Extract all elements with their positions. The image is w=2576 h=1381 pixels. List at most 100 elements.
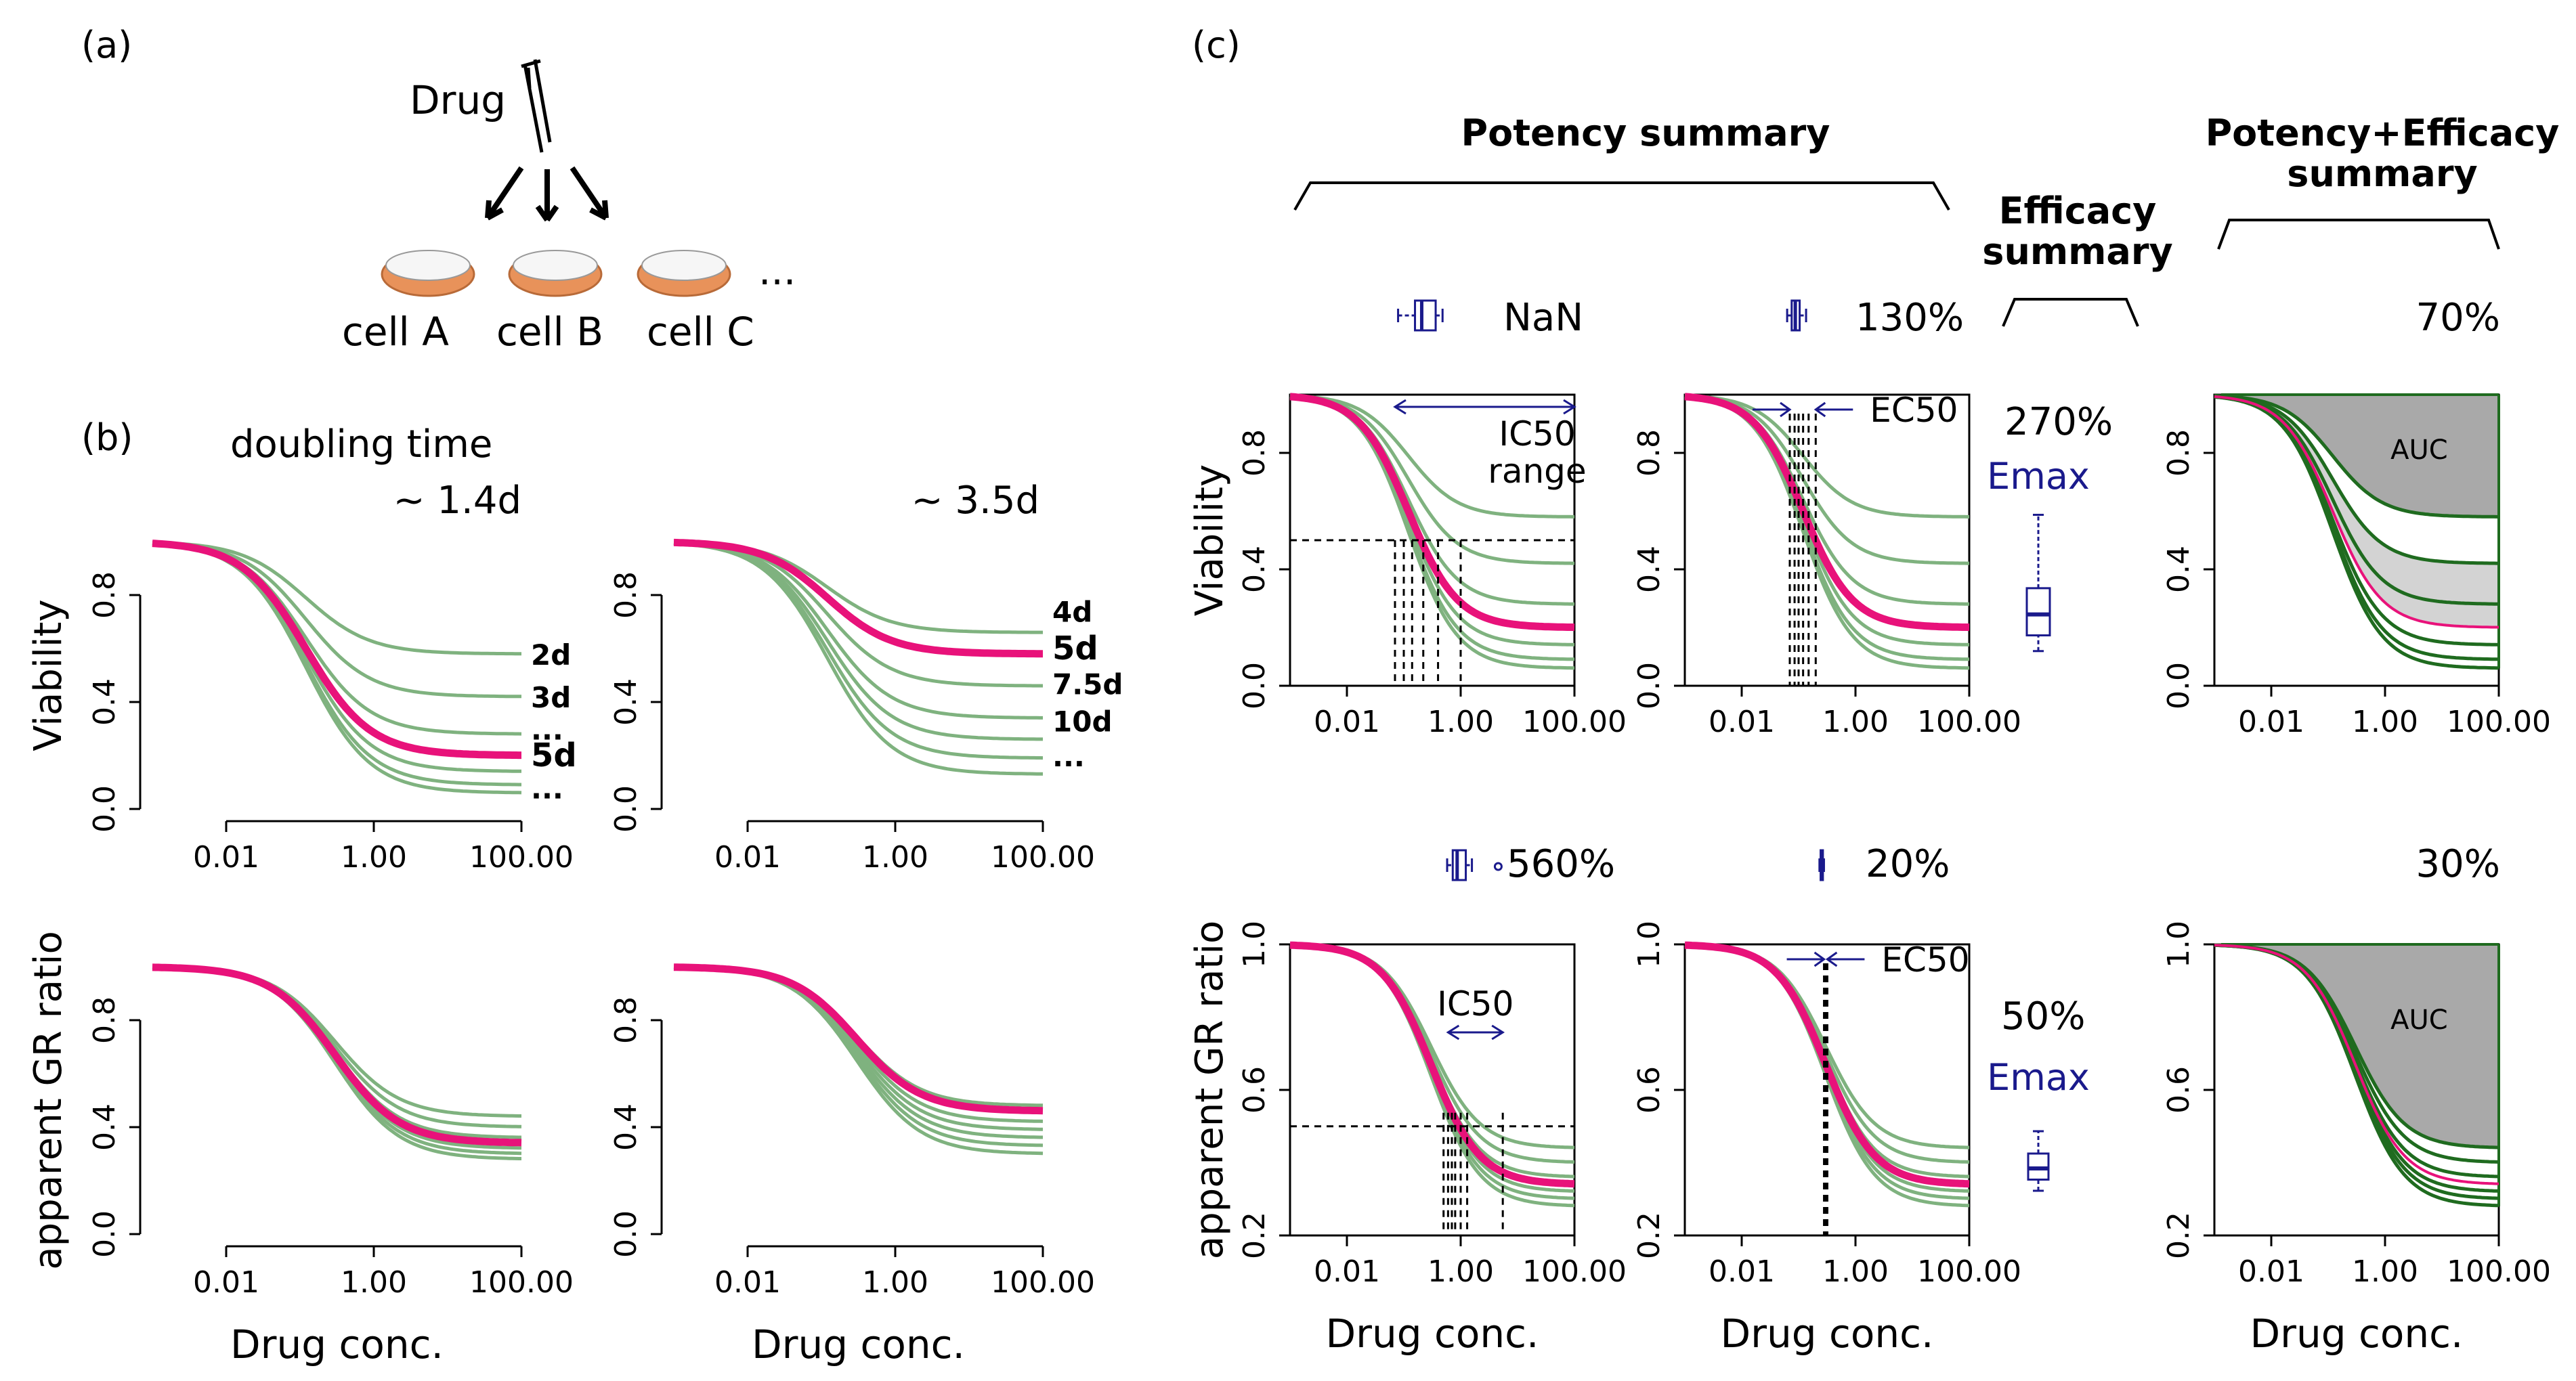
auc-area-main — [2214, 395, 2499, 517]
series-line-0 — [152, 965, 521, 1118]
x-axis-label: Drug conc. — [752, 1321, 965, 1367]
series-line-0 — [152, 540, 521, 656]
potency-bracket — [1293, 181, 1950, 211]
arrow-head-right — [1491, 1024, 1505, 1040]
arrow-head-right — [1563, 399, 1576, 415]
y-axis-label: Viability — [1188, 464, 1232, 616]
y-tick-label: 0.2 — [1632, 1212, 1667, 1259]
y-axis-label: apparent GR ratio — [1188, 921, 1232, 1259]
auc-area-light — [2214, 396, 2499, 628]
series-label-0: 4d — [1052, 596, 1092, 629]
x-axis-label: Drug conc. — [230, 1321, 444, 1367]
series-line-highlight — [2214, 944, 2499, 1185]
series-line-0 — [1684, 394, 1969, 519]
series-line-4 — [1684, 395, 1970, 646]
series-line-4 — [152, 542, 521, 773]
outlier — [1493, 862, 1503, 871]
gr-emax-label: Emax — [1987, 1056, 2090, 1099]
y-tick-label: 0.2 — [1237, 1212, 1272, 1259]
more-cells-ellipsis: ... — [758, 248, 796, 294]
ec50-label: EC50 — [1870, 391, 1958, 430]
y-tick-label: 0.0 — [1632, 662, 1667, 709]
arrow-head — [1780, 401, 1792, 418]
y-tick-label: 0.8 — [1632, 429, 1667, 477]
dish-icon-c — [637, 250, 731, 297]
ic50-label: IC50 — [1437, 984, 1514, 1024]
series-label-2: 7.5d — [1052, 667, 1123, 701]
y-tick-label: 0.4 — [87, 678, 122, 726]
arrow-head-left — [1446, 1024, 1460, 1040]
x-tick-label: 0.01 — [2238, 705, 2304, 739]
boxplots-layer — [1397, 299, 2051, 1192]
x-tick-label: 1.00 — [1427, 1254, 1494, 1289]
arrow-head-left — [1393, 399, 1407, 415]
x-tick-label: 0.01 — [1314, 1254, 1380, 1289]
series-label-1: 3d — [531, 681, 571, 714]
series-line-1 — [152, 965, 522, 1128]
arrow-head — [1813, 951, 1826, 967]
x-tick-label: 100.00 — [991, 1265, 1095, 1300]
y-tick-label: 0.0 — [609, 1210, 643, 1258]
efficacy-summary-title-2: summary — [1982, 230, 2172, 273]
chart-b-gr-slow: 0.01 1.00 100.00 0.0 0.4 0.8 Drug conc. — [609, 963, 1095, 1367]
x-tick-label: 100.00 — [1522, 705, 1627, 739]
x-axis-label: Drug conc. — [2250, 1311, 2464, 1357]
doubling-time-title: doubling time — [230, 422, 492, 466]
y-tick-label: 1.0 — [2162, 921, 2196, 968]
series-line-6 — [673, 965, 1044, 1156]
boxplot-box-via-ic50 — [1397, 299, 1444, 332]
x-axis-label: Drug conc. — [1326, 1311, 1539, 1357]
y-tick-label: 0.8 — [609, 571, 643, 619]
x-tick-label: 0.01 — [193, 1265, 259, 1300]
arrow-head — [1813, 401, 1826, 418]
x-tick-label: 1.00 — [862, 1265, 928, 1300]
doubling-time-fast: ~ 1.4d — [393, 479, 521, 523]
panel-c-label: (c) — [1192, 24, 1241, 66]
ec50-label: EC50 — [1881, 940, 1969, 980]
x-tick-label: 0.01 — [193, 840, 259, 875]
y-axis-label: apparent GR ratio — [26, 931, 70, 1269]
boxplot-box-gr-ic50 — [1446, 849, 1503, 881]
y-axis-label: Viability — [26, 599, 70, 751]
series-line-6 — [2214, 395, 2499, 670]
series-line-highlight — [673, 963, 1044, 1115]
box — [2025, 587, 2051, 637]
series-line-highlight — [152, 540, 521, 760]
series-label-0: 2d — [531, 638, 571, 672]
y-tick-label: 1.0 — [1632, 921, 1667, 968]
y-tick-label: 0.2 — [2162, 1212, 2196, 1259]
x-tick-label: 0.01 — [714, 1265, 781, 1300]
potency-summary-title: Potency summary — [1461, 112, 1830, 154]
x-tick-label: 0.01 — [1709, 1254, 1775, 1289]
chart-b-gr-fast: 0.01 1.00 100.00 0.0 0.4 0.8 apparent GR ratio… — [26, 931, 574, 1367]
auc-label: AUC — [2390, 1005, 2448, 1036]
panel-a: (a) Drug cell A cell B — [81, 24, 796, 355]
x-tick-label: 100.00 — [2447, 705, 2551, 739]
panel-b-label: (b) — [81, 416, 133, 459]
x-tick-label: 1.00 — [1427, 705, 1494, 739]
chart-c-gr-ec50: EC50 0.01 1.00 100.00 0.2 0.6 1.0 Drug conc. — [1632, 921, 2021, 1357]
chart-c-gr-auc: AUC 0.01 1.00 100.00 0.2 0.6 1.0 Drug conc. — [2162, 921, 2551, 1357]
gr-auc-cv: 30% — [2416, 842, 2500, 886]
plot-frame — [1289, 943, 1576, 1237]
y-tick-label: 0.4 — [2162, 546, 2196, 593]
x-tick-label: 100.00 — [469, 1265, 574, 1300]
y-tick-label: 0.6 — [1632, 1066, 1667, 1114]
boxplot-box-gr-ec50 — [1818, 849, 1825, 881]
x-tick-label: 100.00 — [1522, 1254, 1627, 1289]
x-tick-label: 1.00 — [862, 840, 928, 875]
arrows-icon — [485, 166, 609, 222]
y-tick-label: 0.4 — [1237, 546, 1272, 593]
chart-b-viability-fast: 0.01 1.00 100.00 0.0 0.4 0.8 Viability 2d 3d...5… — [26, 540, 577, 875]
series-line-highlight — [1684, 393, 1970, 632]
y-tick-label: 0.6 — [1237, 1066, 1272, 1114]
x-tick-label: 1.00 — [341, 840, 407, 875]
dish-icon-a — [381, 250, 475, 297]
pe-summary-title-2: summary — [2287, 152, 2477, 195]
series-line-highlight — [673, 538, 1043, 658]
boxplot-box-gr-emax — [2027, 1130, 2050, 1192]
box — [1451, 849, 1467, 881]
x-axis-label: Drug conc. — [1721, 1311, 1934, 1357]
